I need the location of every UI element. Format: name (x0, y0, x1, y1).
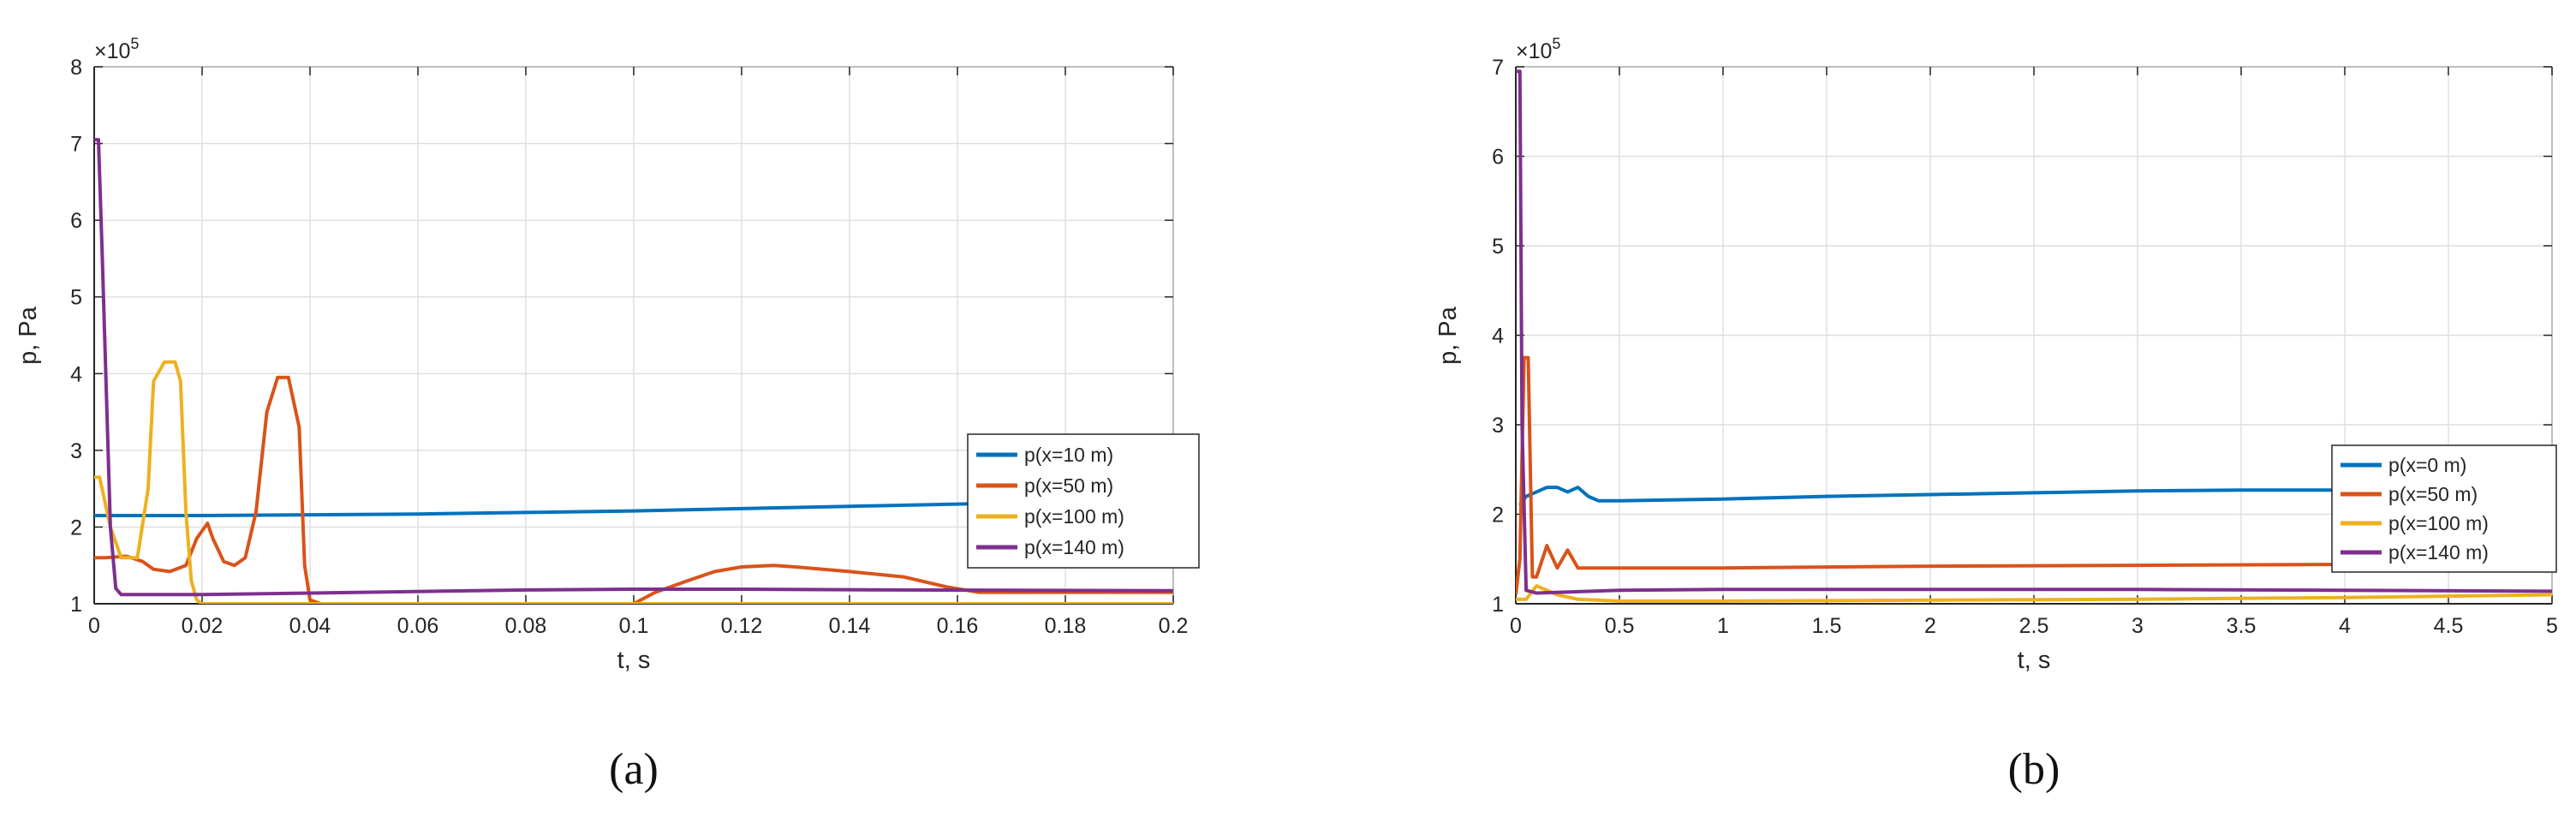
legend: p(x=10 m) p(x=50 m) p(x=100 m) p(x=140 m) (967, 433, 1200, 569)
legend-label: p(x=100 m) (2388, 512, 2489, 534)
x-tick-label: 3.5 (2227, 614, 2257, 638)
x-tick-label: 0.08 (505, 614, 547, 638)
panel-label: (a) (609, 745, 659, 794)
legend-label: p(x=140 m) (2388, 541, 2489, 564)
y-tick-label: 5 (70, 286, 82, 310)
x-tick-label: 0.14 (829, 614, 871, 638)
panel-label: (b) (2008, 745, 2060, 794)
x-tick-label: 0.12 (721, 614, 763, 638)
x-tick-label: 3 (2132, 614, 2144, 638)
y-axis-label: p, Pa (15, 306, 42, 365)
x-tick-label: 0.18 (1045, 614, 1087, 638)
series-line-p-x-50-m- (94, 375, 1173, 604)
series-line-p-x-50-m- (1516, 355, 2552, 595)
y-tick-label: 2 (1492, 504, 1504, 528)
y-tick-label: 3 (70, 439, 82, 463)
legend-label: p(x=0 m) (2388, 454, 2466, 476)
y-multiplier: ×105 (94, 35, 139, 63)
legend-label: p(x=50 m) (2388, 483, 2478, 505)
y-tick-label: 1 (70, 593, 82, 617)
legend: p(x=0 m) p(x=50 m) p(x=100 m) p(x=140 m) (2331, 444, 2557, 573)
series-line-p-x-140-m- (1516, 69, 2552, 595)
chart-a: 0 0.02 0.04 0.06 0.08 0.1 0.12 0.14 0.16 0.18 0.2 1… (15, 35, 1200, 794)
x-tick-label: 2 (1924, 614, 1936, 638)
y-tick-label: 3 (1492, 414, 1504, 438)
x-tick-label: 4 (2339, 614, 2351, 638)
legend-label: p(x=140 m) (1024, 536, 1124, 558)
legend-label: p(x=100 m) (1024, 505, 1124, 528)
y-axis-label: p, Pa (1434, 306, 1462, 365)
y-tick-label: 2 (70, 516, 82, 540)
x-tick-label: 0.06 (397, 614, 439, 638)
x-axis-label: t, s (2018, 647, 2051, 674)
series-line-p-x-0-m- (1518, 486, 2552, 507)
y-tick-label: 6 (1492, 146, 1504, 170)
y-tick-label: 4 (1492, 325, 1504, 349)
x-tick-label: 4.5 (2434, 614, 2464, 638)
x-tick-label: 0.02 (182, 614, 224, 638)
y-tick-label: 7 (70, 133, 82, 157)
legend-label: p(x=50 m) (1024, 474, 1113, 497)
x-tick-label: 0.1 (619, 614, 649, 638)
y-tick-label: 4 (70, 362, 82, 386)
x-tick-label: 0 (88, 614, 100, 638)
x-tick-label: 5 (2546, 614, 2558, 638)
y-tick-label: 5 (1492, 235, 1504, 259)
chart-b: 0 0.5 1 1.5 2 2.5 3 3.5 4 4.5 5 1 2 3 4 5 6 7 ×105 p(x=0 m)… (1434, 35, 2558, 794)
x-tick-label: 0.04 (289, 614, 331, 638)
x-tick-label: 1 (1717, 614, 1729, 638)
y-multiplier: ×105 (1516, 35, 1560, 63)
series-line-p-x-100-m- (94, 360, 1173, 604)
series-line-p-x-140-m- (94, 138, 1173, 597)
x-tick-label: 2.5 (2019, 614, 2049, 638)
x-tick-label: 1.5 (1812, 614, 1842, 638)
x-axis-label: t, s (617, 647, 651, 674)
x-tick-label: 0.2 (1159, 614, 1189, 638)
y-tick-label: 7 (1492, 56, 1504, 80)
series-line-p-x-100-m- (1516, 584, 2552, 603)
legend-label: p(x=10 m) (1024, 444, 1113, 466)
x-tick-label: 0 (1510, 614, 1522, 638)
y-tick-label: 6 (70, 209, 82, 233)
x-tick-label: 0.5 (1605, 614, 1635, 638)
y-tick-label: 1 (1492, 593, 1504, 617)
x-tick-label: 0.16 (937, 614, 979, 638)
y-tick-label: 8 (70, 56, 82, 80)
